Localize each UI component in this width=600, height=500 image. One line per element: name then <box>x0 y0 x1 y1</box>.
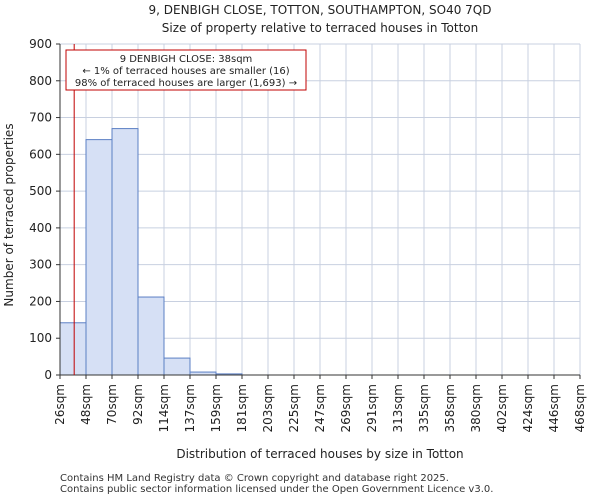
x-tick-label-225sqm: 225sqm <box>287 384 301 432</box>
x-tick-label-181sqm: 181sqm <box>235 384 249 432</box>
y-tick-label-500: 500 <box>29 184 52 198</box>
bar-92sqm <box>137 296 165 376</box>
x-tick-label-424sqm: 424sqm <box>521 384 535 432</box>
x-tick-label-26sqm: 26sqm <box>53 384 67 425</box>
x-tick-label-291sqm: 291sqm <box>365 384 379 432</box>
y-tick-label-200: 200 <box>29 294 52 308</box>
y-tick-label-600: 600 <box>29 147 52 161</box>
y-tick-label-400: 400 <box>29 221 52 235</box>
footer-line-2: Contains public sector information licen… <box>60 484 494 495</box>
bars <box>59 128 243 376</box>
x-tick-label-313sqm: 313sqm <box>391 384 405 432</box>
x-tick-label-114sqm: 114sqm <box>157 384 171 432</box>
annotation-line-1: 9 DENBIGH CLOSE: 38sqm <box>120 54 253 65</box>
y-tick-label-100: 100 <box>29 331 52 345</box>
x-tick-label-203sqm: 203sqm <box>261 384 275 432</box>
annotation-line-3: 98% of terraced houses are larger (1,693… <box>75 78 297 89</box>
annotation-frame <box>65 49 307 91</box>
annotation-box: 9 DENBIGH CLOSE: 38sqm← 1% of terraced h… <box>65 49 307 91</box>
chart-subtitle: Size of property relative to terraced ho… <box>162 21 478 35</box>
bar-48sqm <box>85 139 113 376</box>
x-tick-label-159sqm: 159sqm <box>209 384 223 432</box>
y-tick-label-700: 700 <box>29 111 52 125</box>
x-tick-label-335sqm: 335sqm <box>417 384 431 432</box>
x-tick-label-380sqm: 380sqm <box>469 384 483 432</box>
x-tick-label-468sqm: 468sqm <box>573 384 587 432</box>
y-tick-label-900: 900 <box>29 37 52 51</box>
x-tick-label-137sqm: 137sqm <box>183 384 197 432</box>
x-tick-label-446sqm: 446sqm <box>547 384 561 432</box>
x-tick-label-92sqm: 92sqm <box>131 384 145 425</box>
x-tick-label-247sqm: 247sqm <box>313 384 327 432</box>
bar-70sqm <box>111 128 139 376</box>
x-tick-label-48sqm: 48sqm <box>79 384 93 425</box>
y-tick-label-800: 800 <box>29 74 52 88</box>
x-tick-label-402sqm: 402sqm <box>495 384 509 432</box>
x-axis-label: Distribution of terraced houses by size … <box>176 447 463 461</box>
footer-line-1: Contains HM Land Registry data © Crown c… <box>60 473 449 484</box>
x-tick-label-358sqm: 358sqm <box>443 384 457 432</box>
annotation-line-2: ← 1% of terraced houses are smaller (16) <box>82 66 289 77</box>
y-tick-label-300: 300 <box>29 258 52 272</box>
bar-114sqm <box>163 357 191 376</box>
y-axis: 0 100 200 300 400 500 600 700 800 900 <box>29 37 61 382</box>
x-axis: 26sqm 48sqm 70sqm 92sqm 114sqm 137sqm 159sqm 18… <box>53 374 587 432</box>
y-tick-label-0: 0 <box>44 368 52 382</box>
bar-26sqm <box>59 322 87 376</box>
y-axis-label: Number of terraced properties <box>2 123 16 306</box>
x-tick-label-70sqm: 70sqm <box>105 384 119 425</box>
chart-title: 9, DENBIGH CLOSE, TOTTON, SOUTHAMPTON, S… <box>148 3 491 17</box>
x-tick-label-269sqm: 269sqm <box>339 384 353 432</box>
